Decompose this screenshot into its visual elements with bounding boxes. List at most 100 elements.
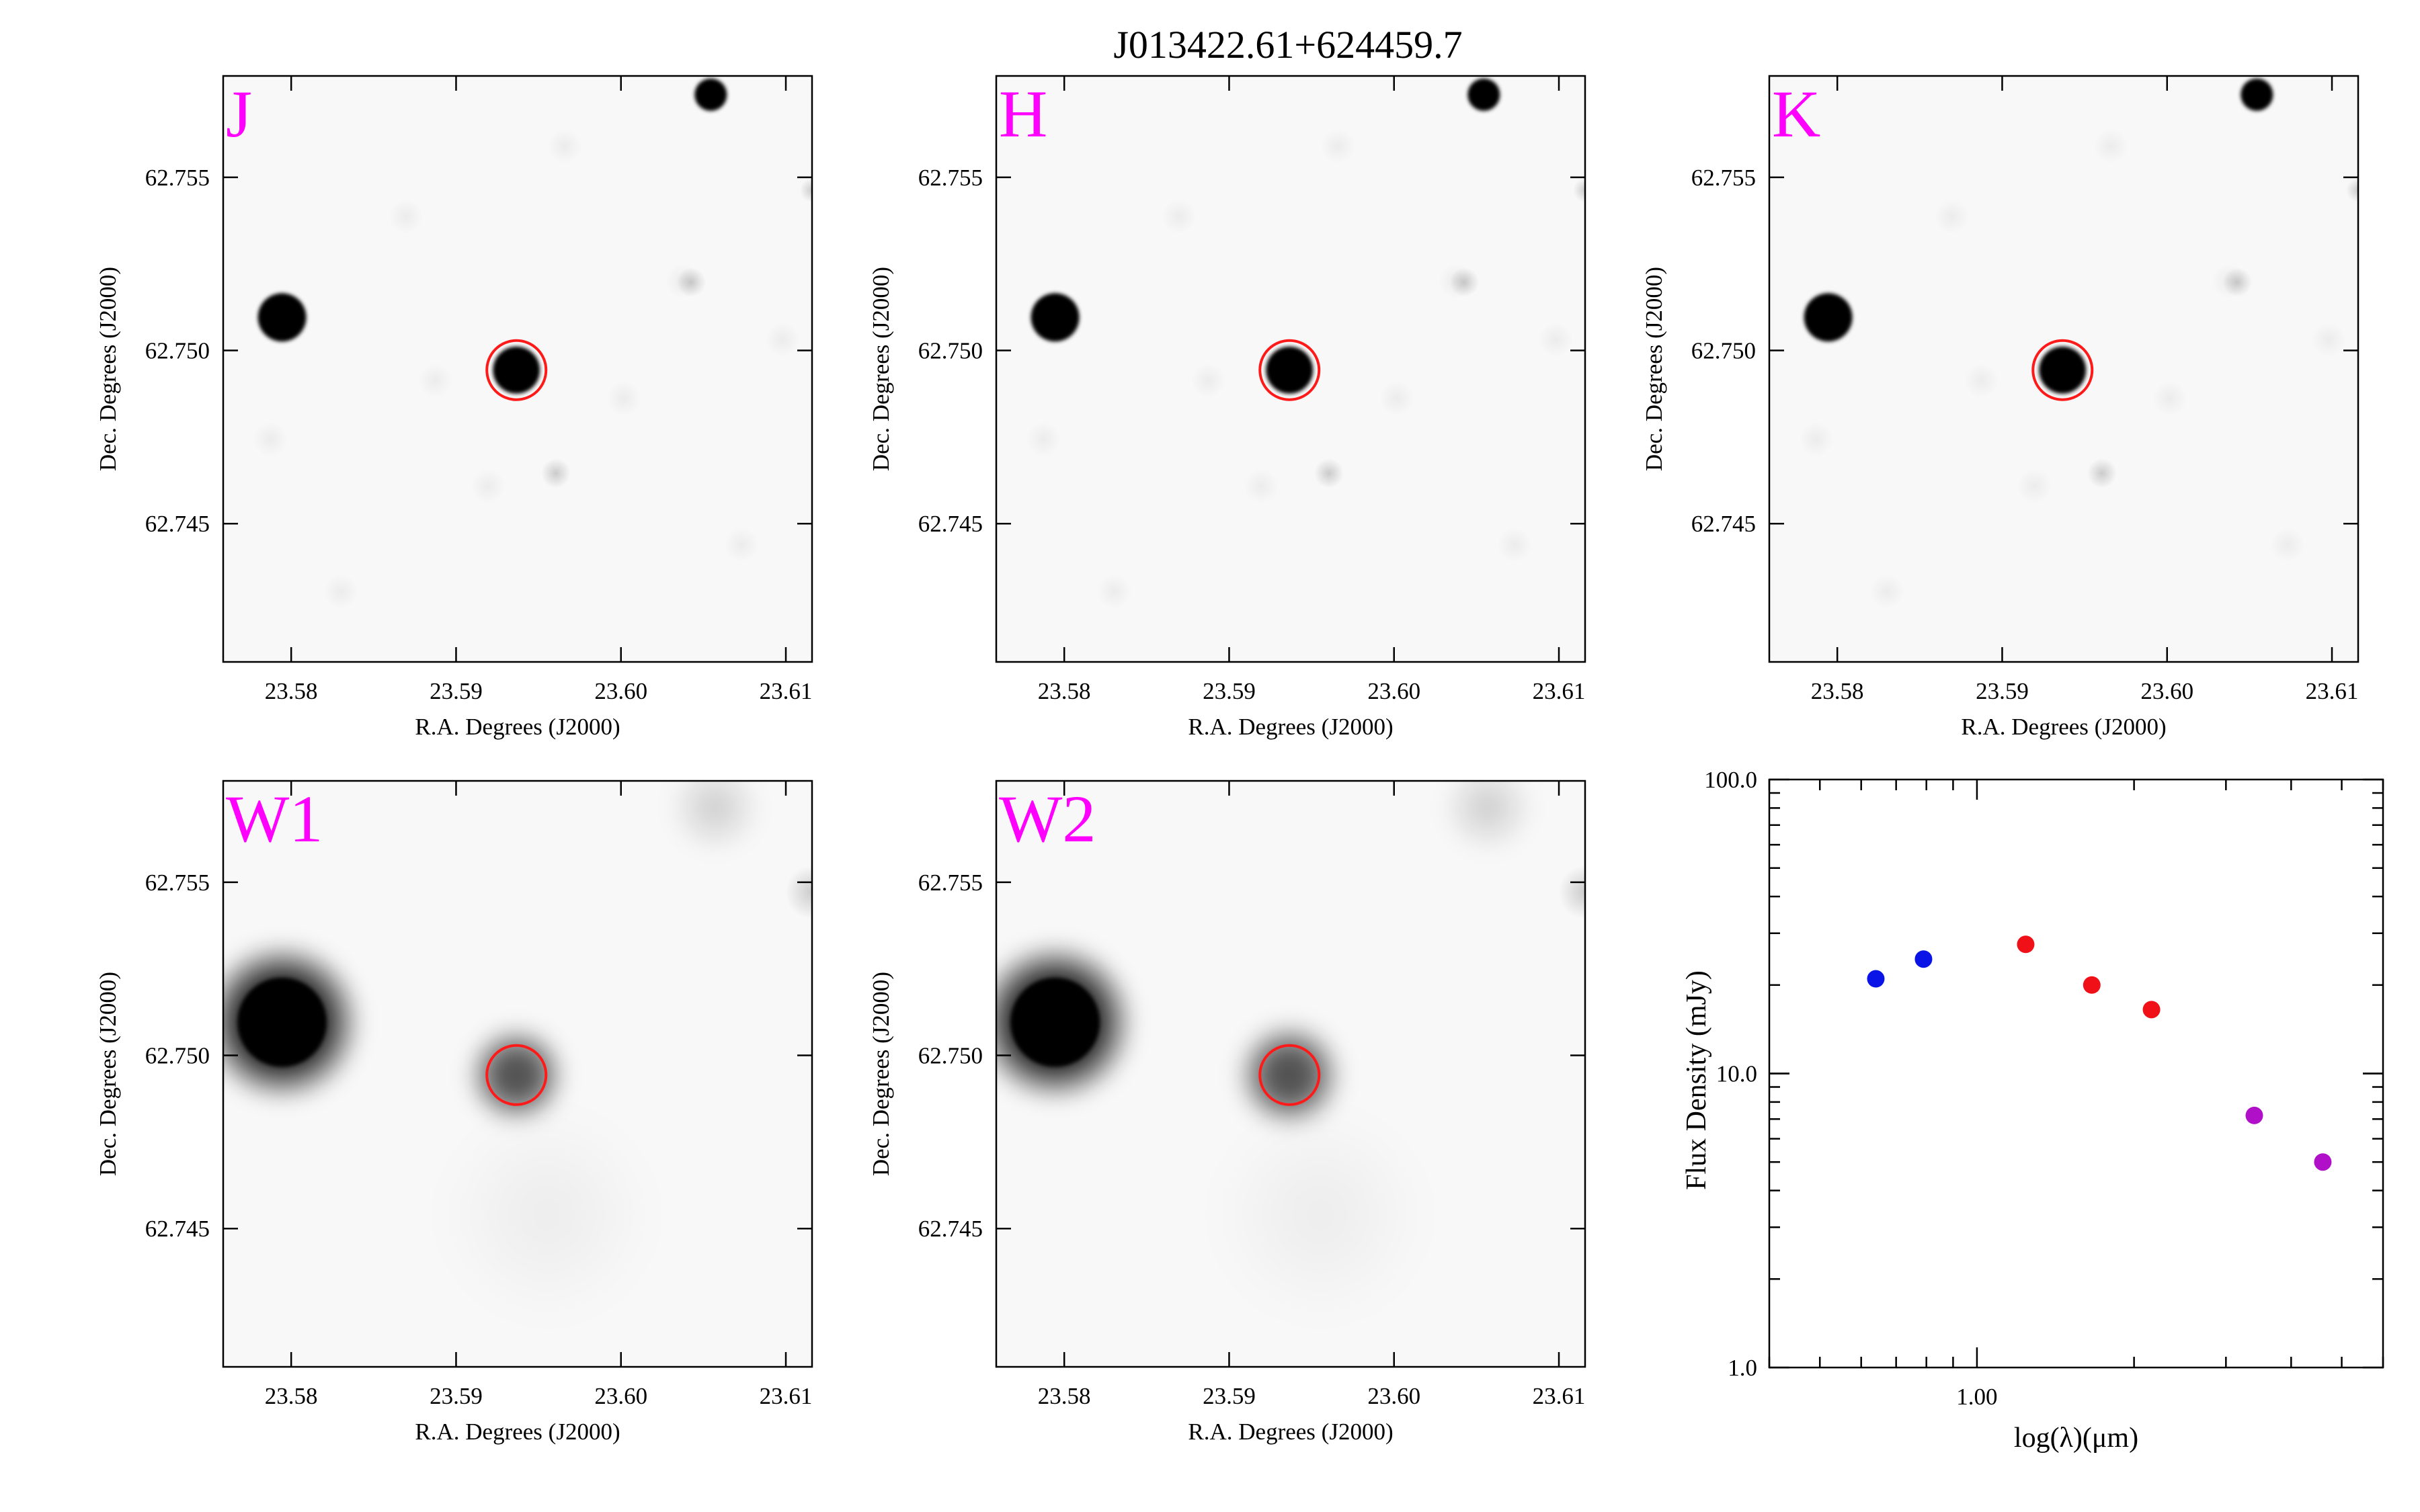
image-panels: 23.58 23.59 23.60 23.61 62.755 62.750 62.745 R.… bbox=[95, 75, 2360, 1445]
background-noise bbox=[388, 199, 424, 235]
image-cutout bbox=[253, 78, 812, 610]
y-tick-label: 62.750 bbox=[1691, 338, 1756, 364]
y-tick-label: 62.750 bbox=[918, 338, 983, 364]
x-axis-title: R.A. Degrees (J2000) bbox=[415, 714, 620, 740]
x-axis-title: R.A. Degrees (J2000) bbox=[415, 1419, 620, 1445]
background-noise bbox=[253, 421, 288, 457]
sed-frame bbox=[1768, 778, 2384, 1369]
y-tick-label: 10.0 bbox=[1716, 1061, 1757, 1087]
background-noise bbox=[2311, 322, 2347, 358]
data-point bbox=[2083, 976, 2101, 994]
background-noise bbox=[1096, 574, 1132, 610]
target-source bbox=[2039, 346, 2087, 394]
background-noise bbox=[723, 527, 759, 562]
background-noise bbox=[1026, 421, 1061, 457]
x-tick-label: 23.61 bbox=[760, 678, 813, 704]
panel-h: 23.58 23.59 23.60 23.61 62.755 62.750 62.745 R.… bbox=[868, 75, 1586, 740]
figure-title: J013422.61+624459.7 bbox=[1113, 23, 1462, 67]
aperture-circle bbox=[485, 1044, 548, 1106]
background-noise bbox=[1320, 128, 1356, 164]
edge-star bbox=[800, 178, 812, 203]
background-noise bbox=[2017, 468, 2052, 504]
x-tick-label: 23.60 bbox=[1367, 678, 1420, 704]
x-axis-title: log(λ)(μm) bbox=[2014, 1423, 2138, 1454]
panel-w1: 23.58 23.59 23.60 23.61 62.755 62.750 62.745 R.… bbox=[95, 780, 813, 1445]
background-noise bbox=[471, 468, 506, 504]
y-tick-label: 100.0 bbox=[1704, 767, 1757, 793]
x-tick-label: 23.58 bbox=[1038, 678, 1091, 704]
background-noise bbox=[765, 322, 801, 358]
data-point bbox=[2245, 1106, 2263, 1124]
data-point bbox=[1867, 970, 1885, 988]
y-axis-title: Dec. Degrees (J2000) bbox=[868, 972, 894, 1176]
y-tick-label: 62.745 bbox=[918, 511, 983, 537]
y-tick-label: 62.745 bbox=[145, 511, 210, 537]
data-point bbox=[2314, 1153, 2332, 1171]
x-tick-label: 23.61 bbox=[760, 1383, 813, 1409]
background-noise bbox=[1869, 574, 1905, 610]
y-tick-label: 62.750 bbox=[918, 1043, 983, 1069]
y-tick-label: 62.745 bbox=[918, 1216, 983, 1242]
aperture-circle bbox=[485, 339, 548, 401]
diffuse-emission bbox=[1212, 1107, 1428, 1322]
background-noise bbox=[323, 574, 359, 610]
y-tick-label: 1.0 bbox=[1728, 1355, 1757, 1381]
y-tick-label: 62.745 bbox=[145, 1216, 210, 1242]
x-tick-label: 23.59 bbox=[1976, 678, 2029, 704]
background-noise bbox=[606, 380, 641, 416]
faint-star bbox=[1314, 458, 1344, 489]
y-axis-title: Dec. Degrees (J2000) bbox=[1641, 267, 1667, 471]
band-label: W1 bbox=[226, 782, 323, 856]
y-tick-label: 62.755 bbox=[918, 165, 983, 191]
background-noise bbox=[1379, 380, 1414, 416]
sed-plot: 1.0 10.0 100.0 1.00 log(λ)(μm) Flux Density (… bbox=[1681, 767, 2384, 1454]
x-axis-title: R.A. Degrees (J2000) bbox=[1188, 714, 1393, 740]
panel-frame bbox=[995, 75, 1586, 663]
y-tick-label: 62.755 bbox=[1691, 165, 1756, 191]
x-tick-label: 23.58 bbox=[1038, 1383, 1091, 1409]
image-cutout bbox=[996, 781, 1585, 1322]
x-tick-label: 23.58 bbox=[1811, 678, 1864, 704]
data-point bbox=[2142, 1001, 2161, 1019]
image-cutout bbox=[223, 781, 812, 1322]
edge-star bbox=[2346, 178, 2358, 203]
bright-star-core bbox=[237, 978, 327, 1067]
y-tick-label: 62.755 bbox=[918, 870, 983, 896]
background-noise bbox=[2093, 128, 2129, 164]
y-tick-label: 62.745 bbox=[1691, 511, 1756, 537]
x-tick-label: 23.58 bbox=[265, 1383, 318, 1409]
background-noise bbox=[1496, 527, 1532, 562]
background-noise bbox=[1191, 363, 1226, 398]
background-noise bbox=[1161, 199, 1197, 235]
faint-star bbox=[1449, 267, 1480, 297]
y-tick-label: 62.750 bbox=[145, 338, 210, 364]
image-cutout bbox=[1799, 78, 2358, 610]
corner-star bbox=[694, 78, 727, 111]
panel-j: 23.58 23.59 23.60 23.61 62.755 62.750 62.745 R.… bbox=[95, 75, 813, 740]
y-axis-title: Dec. Degrees (J2000) bbox=[95, 972, 121, 1176]
band-label: W2 bbox=[999, 782, 1096, 856]
background-noise bbox=[2269, 527, 2305, 562]
target-source bbox=[465, 1023, 568, 1126]
x-tick-label: 23.59 bbox=[430, 678, 483, 704]
band-label: K bbox=[1772, 77, 1820, 151]
bright-star-core bbox=[1010, 978, 1100, 1067]
x-tick-label: 23.61 bbox=[1533, 678, 1586, 704]
y-tick-label: 62.750 bbox=[145, 1043, 210, 1069]
aperture-circle bbox=[1258, 339, 1321, 401]
x-axis-title: R.A. Degrees (J2000) bbox=[1961, 714, 2166, 740]
x-tick-label: 1.00 bbox=[1956, 1384, 1997, 1410]
corner-star bbox=[1441, 781, 1535, 855]
background-noise bbox=[1799, 421, 1834, 457]
x-tick-label: 23.59 bbox=[1203, 1383, 1256, 1409]
x-tick-label: 23.59 bbox=[1203, 678, 1256, 704]
x-tick-label: 23.58 bbox=[265, 678, 318, 704]
panel-k: 23.58 23.59 23.60 23.61 62.755 62.750 62.745 R.… bbox=[1641, 75, 2360, 740]
panel-w2: 23.58 23.59 23.60 23.61 62.755 62.750 62.745 R.… bbox=[868, 780, 1586, 1445]
corner-star bbox=[668, 781, 762, 855]
diffuse-emission bbox=[439, 1107, 655, 1322]
bright-star bbox=[1804, 293, 1853, 342]
background-noise bbox=[547, 128, 583, 164]
x-tick-label: 23.61 bbox=[1533, 1383, 1586, 1409]
